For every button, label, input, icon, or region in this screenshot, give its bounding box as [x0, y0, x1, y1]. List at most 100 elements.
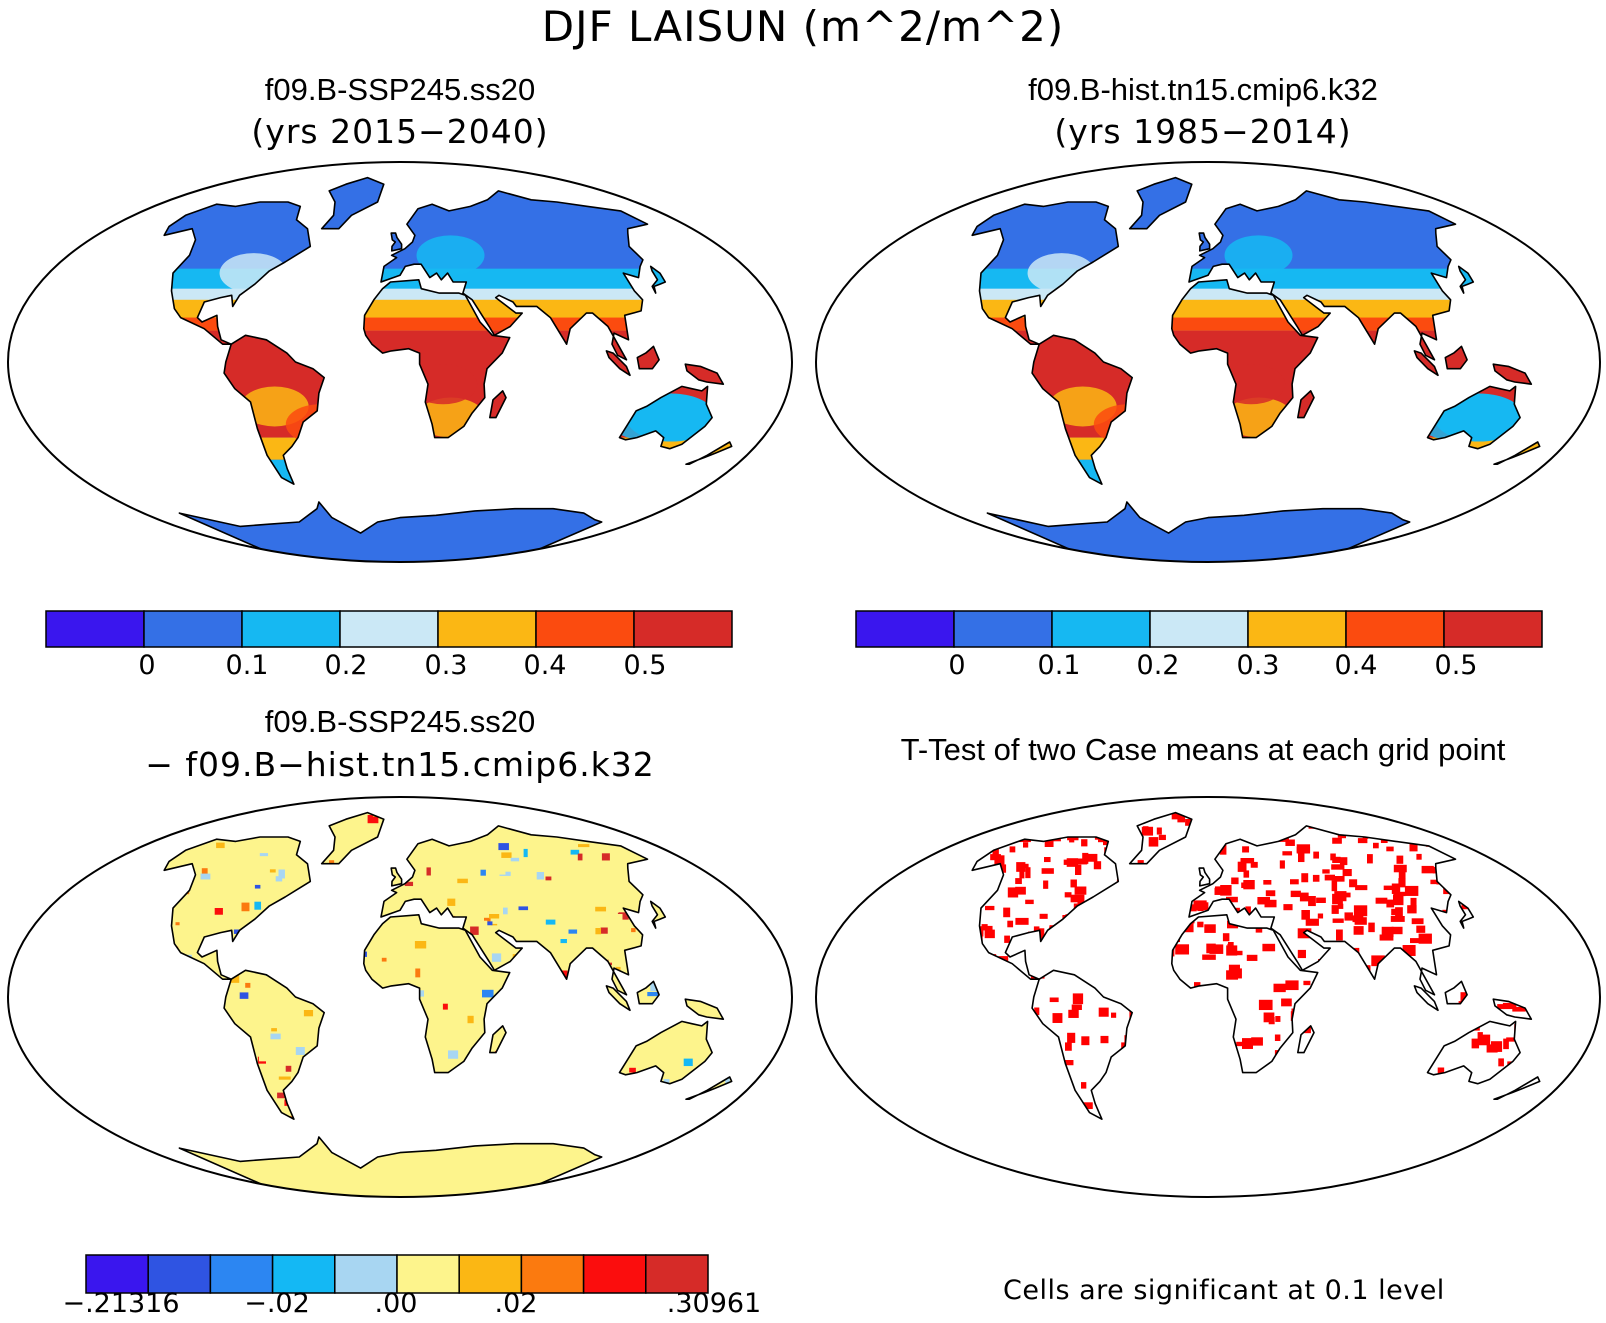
coastline-borneo [636, 980, 660, 1005]
coastline-sumatra [1413, 350, 1439, 377]
coastline-africa [1171, 914, 1319, 1074]
coastline-sumatra [605, 350, 631, 377]
colorbar-tick-label: 0.5 [623, 650, 667, 681]
coastline-eurasia [1188, 825, 1457, 996]
coastline-australia [618, 385, 713, 450]
coastline-greenland [1128, 811, 1193, 865]
colorbar-box [855, 610, 955, 648]
colorbar-difference [85, 1254, 709, 1294]
colorbar-box [1345, 610, 1445, 648]
colorbar-tick-label: −.21316 [62, 1288, 180, 1319]
colorbar-abs-left [45, 610, 733, 648]
coastline-japan [1457, 900, 1475, 929]
colorbar-box [1443, 610, 1543, 648]
difference-title-line2: − f09.B−hist.tn15.cmip6.k32 [145, 745, 655, 784]
colorbar-tick-label: .02 [494, 1288, 538, 1319]
coastline-madagascar [1297, 390, 1315, 419]
panel-subtitle-years: (yrs 2015−2040) [251, 112, 549, 151]
coastline-greenland [1128, 176, 1193, 230]
coastline-japan [649, 900, 667, 929]
map-border [7, 796, 793, 1198]
colorbar-box [458, 1254, 523, 1294]
colorbar-tick-label: 0.2 [1136, 650, 1180, 681]
map-difference [7, 796, 793, 1198]
coastline-southAmerica [1031, 334, 1133, 485]
colorbar-tick-label: 0.1 [1037, 650, 1081, 681]
colorbar-box [437, 610, 537, 648]
coastline-northAmerica [971, 201, 1120, 345]
ocean [8, 162, 792, 562]
colorbar-tick-label: 0.2 [324, 650, 368, 681]
colorbar-box [1247, 610, 1347, 648]
colorbar-tick-label: 0 [948, 650, 966, 681]
coastline-sumatra [1413, 985, 1439, 1012]
colorbar-tick-label: 0.5 [1434, 650, 1478, 681]
coastline-newguinea [1492, 363, 1533, 385]
coastline-britain [1198, 232, 1211, 252]
ocean [816, 797, 1600, 1197]
coastline-africa [363, 914, 511, 1074]
coastline-northAmerica [163, 201, 312, 345]
significance-note: Cells are significant at 0.1 level [1003, 1275, 1445, 1306]
colorbar-tick-label: −.02 [244, 1288, 310, 1319]
map-border [815, 161, 1601, 563]
coastline-madagascar [489, 1025, 507, 1054]
colorbar-box [45, 610, 145, 648]
coastline-madagascar [489, 390, 507, 419]
coastline-northAmerica [971, 836, 1120, 980]
coastline-eurasia [1188, 190, 1457, 361]
coastline-newzealand [685, 1076, 733, 1100]
coastline-newguinea [684, 363, 725, 385]
colorbar-tick-label: 0.3 [424, 650, 468, 681]
colorbar-box [396, 1254, 460, 1294]
colorbar-tick-label: .00 [374, 1288, 418, 1319]
colorbar-tick-label: .30961 [666, 1288, 762, 1319]
coastline-africa [363, 279, 511, 439]
map-border [815, 796, 1601, 1198]
coastline-japan [1457, 265, 1475, 294]
coastline-newzealand [685, 441, 733, 465]
colorbar-box [953, 610, 1053, 648]
coastline-japan [649, 265, 667, 294]
coastline-newguinea [1492, 998, 1533, 1020]
coastline-australia [1426, 385, 1521, 450]
coastline-eurasia [380, 825, 649, 996]
colorbar-tick-label: 0.1 [225, 650, 269, 681]
coastline-greenland [320, 811, 385, 865]
colorbar-box [209, 1254, 274, 1294]
coastline-antarctica [986, 501, 1411, 562]
colorbar-abs-right [855, 610, 1543, 648]
coastline-southAmerica [1031, 969, 1133, 1120]
colorbar-box [1149, 610, 1249, 648]
ttest-title: T-Test of two Case means at each grid po… [900, 732, 1506, 767]
figure-title: DJF LAISUN (m^2/m^2) [541, 2, 1065, 51]
panel-title-case: f09.B-SSP245.ss20 [264, 72, 536, 107]
coastline-africa [1171, 279, 1319, 439]
coastline-madagascar [1297, 1025, 1315, 1054]
difference-title-line1: f09.B-SSP245.ss20 [264, 704, 536, 739]
coastline-eurasia [380, 190, 649, 361]
colorbar-box [241, 610, 341, 648]
panel-title-case: f09.B-hist.tn15.cmip6.k32 [1028, 72, 1378, 107]
colorbar-box [633, 610, 733, 648]
colorbar-box [147, 1254, 212, 1294]
colorbar-box [535, 610, 635, 648]
coastline-greenland [320, 176, 385, 230]
colorbar-tick-label: 0 [138, 650, 156, 681]
coastline-britain [390, 867, 403, 887]
colorbar-box [334, 1254, 398, 1294]
coastline-australia [1426, 1020, 1521, 1085]
coastline-southAmerica [223, 969, 325, 1120]
coastline-antarctica [178, 1136, 603, 1197]
colorbar-box [645, 1254, 709, 1294]
panel-subtitle-years: (yrs 1985−2014) [1054, 112, 1352, 151]
coastline-northAmerica [163, 836, 312, 980]
coastline-antarctica [178, 501, 603, 562]
coastline-newzealand [1493, 1076, 1541, 1100]
coastline-australia [618, 1020, 713, 1085]
coastline-southAmerica [223, 334, 325, 485]
colorbar-box [582, 1254, 647, 1294]
coastline-britain [390, 232, 403, 252]
coastline-newguinea [684, 998, 725, 1020]
colorbar-box [1051, 610, 1151, 648]
